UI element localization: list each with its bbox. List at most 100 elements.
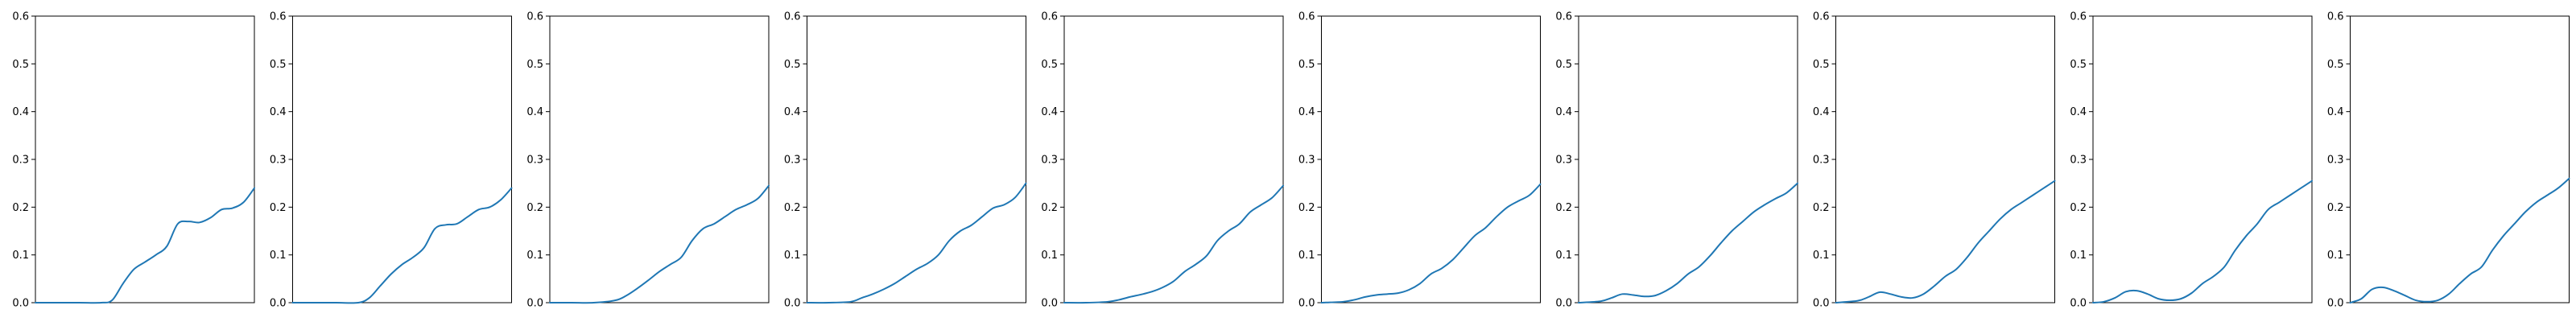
y-tick-label: 0.1 [12,250,29,262]
subplot-10: 0.0 0.1 0.2 0.3 0.4 0.5 0.6 [2327,11,2570,310]
y-tick-label: 0.2 [2070,202,2087,214]
y-tick-label: 0.2 [270,202,287,214]
y-tick-label: 0.4 [1041,106,1058,118]
y-tick-label: 0.3 [2327,155,2344,167]
y-tick-label: 0.2 [1041,202,1058,214]
axes-frame [292,15,512,303]
axes-frame [35,15,255,303]
y-tick-label: 0.5 [2327,59,2344,71]
y-tick-label: 0.3 [270,155,287,167]
y-tick-label: 0.3 [784,155,801,167]
y-tick-label: 0.2 [784,202,801,214]
y-tick-label: 0.3 [2070,155,2087,167]
y-tick-label: 0.4 [526,106,543,118]
axes-frame [1578,15,1798,303]
series-line [1320,183,1542,303]
axes-frame [1321,15,1541,303]
y-tick-label: 0.5 [270,59,287,71]
y-tick-label: 0.5 [526,59,543,71]
y-tick-label: 0.2 [2327,202,2344,214]
y-tick-label: 0.1 [1298,250,1315,262]
axes-frame [549,15,770,303]
y-tick-label: 0.6 [1813,11,1830,23]
y-tick-label: 0.1 [526,250,543,262]
y-tick-label: 0.0 [1813,298,1830,310]
y-tick-label: 0.4 [1555,106,1572,118]
y-tick-label: 0.4 [2070,106,2087,118]
y-tick-label: 0.6 [1298,11,1315,23]
y-tick-label: 0.4 [1813,106,1830,118]
subplot-1: 0.0 0.1 0.2 0.3 0.4 0.5 0.6 [12,11,255,310]
y-tick-label: 0.0 [1041,298,1058,310]
subplot-7: 0.0 0.1 0.2 0.3 0.4 0.5 0.6 [1555,11,1798,310]
y-tick-label: 0.4 [2327,106,2344,118]
y-tick-label: 0.6 [1041,11,1058,23]
y-tick-label: 0.3 [526,155,543,167]
series-line [35,187,255,304]
y-tick-label: 0.3 [1041,155,1058,167]
subplot-2: 0.0 0.1 0.2 0.3 0.4 0.5 0.6 [270,11,513,310]
subplot-8: 0.0 0.1 0.2 0.3 0.4 0.5 0.6 [1813,11,2056,310]
series-line [2092,180,2313,303]
y-tick-label: 0.5 [1555,59,1572,71]
y-tick-label: 0.6 [526,11,543,23]
y-tick-label: 0.6 [12,11,29,23]
y-tick-label: 0.1 [270,250,287,262]
y-tick-label: 0.1 [1041,250,1058,262]
y-tick-label: 0.6 [2327,11,2344,23]
y-tick-label: 0.3 [12,155,29,167]
y-tick-label: 0.6 [270,11,287,23]
series-line [806,182,1027,304]
series-line [549,184,770,304]
y-tick-label: 0.2 [1555,202,1572,214]
y-tick-label: 0.1 [1813,250,1830,262]
y-tick-label: 0.5 [784,59,801,71]
axes-frame [1063,15,1284,303]
subplot-9: 0.0 0.1 0.2 0.3 0.4 0.5 0.6 [2070,11,2313,310]
subplot-4: 0.0 0.1 0.2 0.3 0.4 0.5 0.6 [784,11,1027,310]
y-tick-label: 0.0 [1555,298,1572,310]
y-tick-label: 0.5 [1041,59,1058,71]
y-tick-label: 0.0 [784,298,801,310]
y-tick-label: 0.3 [1813,155,1830,167]
y-tick-label: 0.2 [1813,202,1830,214]
subplot-6: 0.0 0.1 0.2 0.3 0.4 0.5 0.6 [1298,11,1542,310]
y-tick-label: 0.6 [784,11,801,23]
subplot-3: 0.0 0.1 0.2 0.3 0.4 0.5 0.6 [526,11,770,310]
y-tick-label: 0.1 [2070,250,2087,262]
y-tick-label: 0.0 [526,298,543,310]
y-tick-label: 0.2 [526,202,543,214]
axes-frame [807,15,1026,303]
series-line [291,187,513,304]
y-tick-label: 0.5 [2070,59,2087,71]
y-tick-label: 0.0 [12,298,29,310]
y-tick-label: 0.1 [1555,250,1572,262]
series-line [1835,180,2056,303]
y-tick-label: 0.4 [784,106,801,118]
y-tick-label: 0.5 [1298,59,1315,71]
y-tick-label: 0.0 [1298,298,1315,310]
y-tick-label: 0.3 [1555,155,1572,167]
subplot-5: 0.0 0.1 0.2 0.3 0.4 0.5 0.6 [1041,11,1284,310]
y-tick-label: 0.3 [1298,155,1315,167]
series-line [2349,177,2570,303]
y-tick-label: 0.6 [1555,11,1572,23]
y-tick-label: 0.2 [12,202,29,214]
y-tick-label: 0.5 [12,59,29,71]
y-tick-label: 0.0 [2327,298,2344,310]
y-tick-label: 0.4 [270,106,287,118]
y-tick-label: 0.6 [2070,11,2087,23]
axes-frame [2350,15,2570,303]
axes-frame [1835,15,2055,303]
y-tick-label: 0.0 [270,298,287,310]
y-tick-label: 0.2 [1298,202,1315,214]
y-tick-label: 0.1 [784,250,801,262]
y-tick-label: 0.4 [1298,106,1315,118]
y-tick-label: 0.1 [2327,250,2344,262]
series-line [1578,182,1798,303]
axes-frame [2092,15,2313,303]
y-tick-label: 0.4 [12,106,29,118]
series-line [1063,184,1284,304]
y-tick-label: 0.0 [2070,298,2087,310]
